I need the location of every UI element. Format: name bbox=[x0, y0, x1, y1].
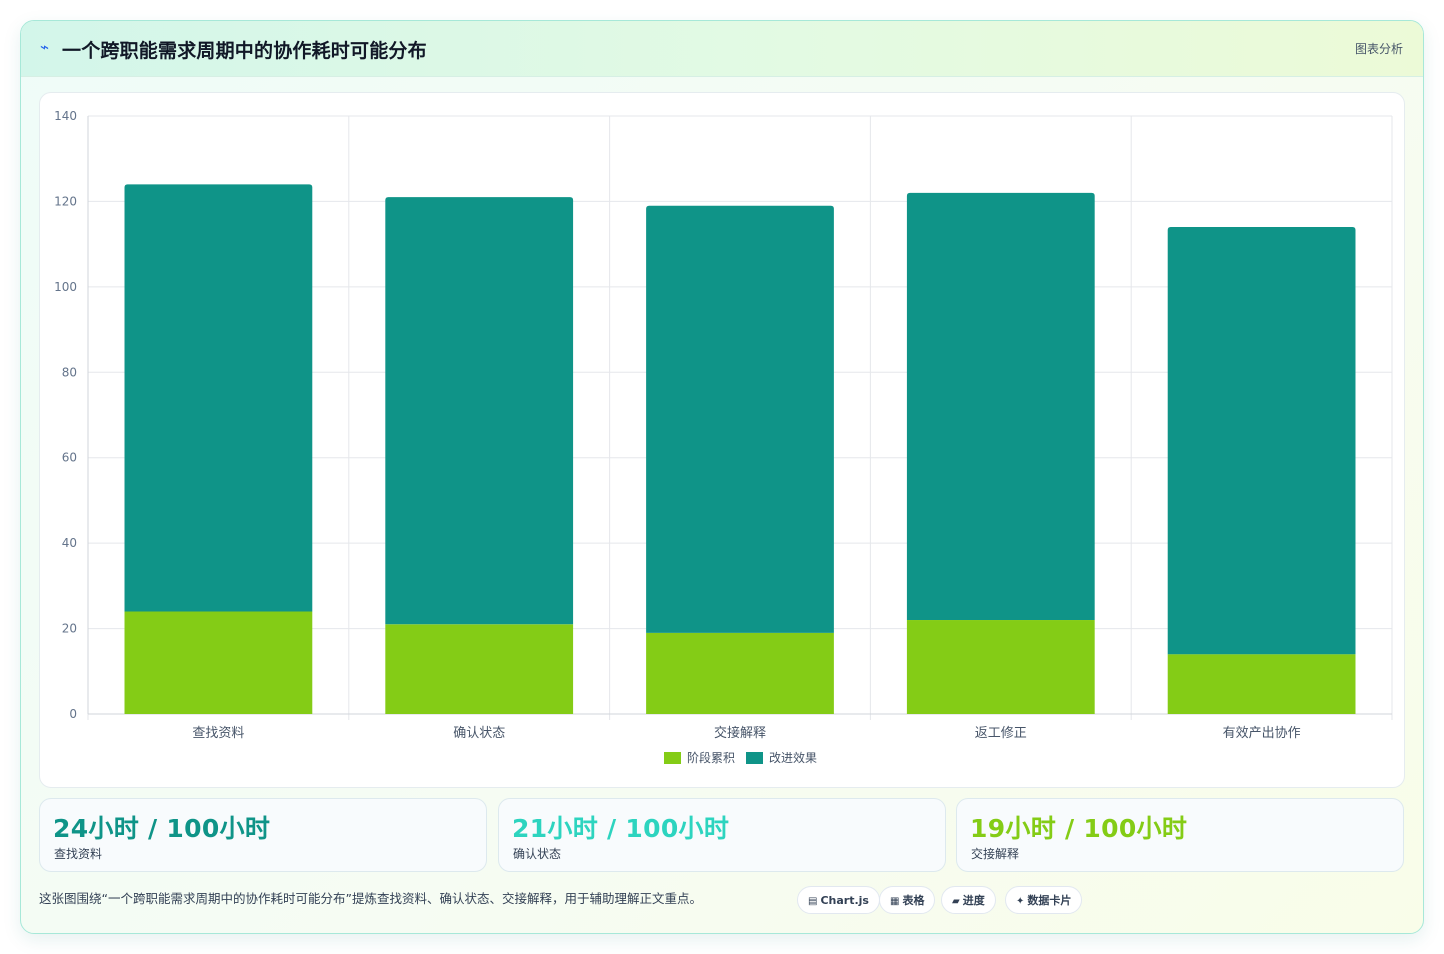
chip-label: Chart.js bbox=[820, 894, 869, 907]
grid-icon: ▦ bbox=[890, 896, 900, 907]
chip-table[interactable]: ▦ 表格 bbox=[879, 886, 936, 914]
y-tick-label: 0 bbox=[69, 707, 77, 721]
chart-analysis-tag: 图表分析 bbox=[1354, 42, 1403, 56]
bar-segment bbox=[906, 192, 1095, 621]
lightning-icon: ⌁ bbox=[40, 38, 50, 56]
y-tick-label: 120 bbox=[54, 194, 77, 208]
chip-label: 表格 bbox=[902, 894, 925, 907]
panel-header: ⌁ 一个跨职能需求周期中的协作耗时可能分布 图表分析 bbox=[21, 21, 1423, 77]
bar-segment bbox=[124, 184, 313, 612]
footnote: 这张图围绕“一个跨职能需求周期中的协作耗时可能分布”提炼查找资料、确认状态、交接… bbox=[39, 891, 702, 906]
x-tick-label: 确认状态 bbox=[453, 726, 505, 741]
stat-card: 19小时 / 100小时 交接解释 bbox=[956, 798, 1404, 872]
legend-label: 阶段累积 bbox=[687, 750, 735, 765]
sparkle-icon: ✦ bbox=[1016, 896, 1025, 907]
chip-chartjs[interactable]: ▤ Chart.js bbox=[797, 886, 880, 914]
stat-value: 21小时 / 100小时 bbox=[512, 814, 730, 843]
y-tick-label: 140 bbox=[54, 109, 77, 123]
stat-card: 24小时 / 100小时 查找资料 bbox=[39, 798, 487, 872]
page-title: 一个跨职能需求周期中的协作耗时可能分布 bbox=[62, 40, 427, 62]
bar-segment bbox=[1167, 654, 1356, 714]
bar-segment bbox=[1167, 227, 1356, 655]
chart-panel: ⌁ 一个跨职能需求周期中的协作耗时可能分布 图表分析 0 20 40 60 80 100 1… bbox=[20, 20, 1424, 934]
y-tick-label: 60 bbox=[62, 451, 77, 465]
stat-card: 21小时 / 100小时 确认状态 bbox=[498, 798, 946, 872]
stacked-bar-chart: 0 20 40 60 80 100 120 140 查找资料 确认状态 交接解释 返工修正 有效产出协作… bbox=[54, 109, 1393, 765]
chart-card: 0 20 40 60 80 100 120 140 查找资料 确认状态 交接解释 返工修正 有效产出协作… bbox=[39, 92, 1405, 788]
stat-label: 查找资料 bbox=[54, 847, 103, 861]
bar-segment bbox=[646, 632, 834, 714]
y-tick-label: 20 bbox=[62, 622, 77, 636]
bar-segment bbox=[646, 205, 834, 633]
x-tick-label: 交接解释 bbox=[714, 725, 766, 741]
legend-swatch bbox=[746, 752, 763, 764]
x-tick-label: 返工修正 bbox=[975, 726, 1027, 741]
legend-label: 改进效果 bbox=[769, 750, 817, 765]
table-icon: ▤ bbox=[808, 896, 818, 907]
y-tick-label: 100 bbox=[54, 280, 77, 294]
chip-label: 数据卡片 bbox=[1027, 894, 1072, 907]
chip-progress[interactable]: ▰ 进度 bbox=[941, 886, 996, 914]
y-tick-label: 80 bbox=[62, 365, 77, 379]
stat-label: 交接解释 bbox=[971, 847, 1020, 861]
stat-label: 确认状态 bbox=[513, 847, 562, 861]
chip-label: 进度 bbox=[962, 894, 985, 907]
chip-data-cards[interactable]: ✦ 数据卡片 bbox=[1005, 886, 1083, 914]
stat-value: 19小时 / 100小时 bbox=[970, 814, 1188, 843]
x-tick-label: 查找资料 bbox=[192, 726, 244, 741]
legend-swatch bbox=[664, 752, 681, 764]
bar-segment bbox=[385, 197, 574, 625]
y-tick-label: 40 bbox=[62, 536, 77, 550]
stat-value: 24小时 / 100小时 bbox=[53, 814, 271, 843]
x-tick-label: 有效产出协作 bbox=[1223, 726, 1301, 741]
bar-segment bbox=[385, 624, 574, 714]
bar-segment bbox=[124, 611, 313, 714]
bar-segment bbox=[906, 620, 1095, 714]
progress-icon: ▰ bbox=[952, 896, 960, 907]
